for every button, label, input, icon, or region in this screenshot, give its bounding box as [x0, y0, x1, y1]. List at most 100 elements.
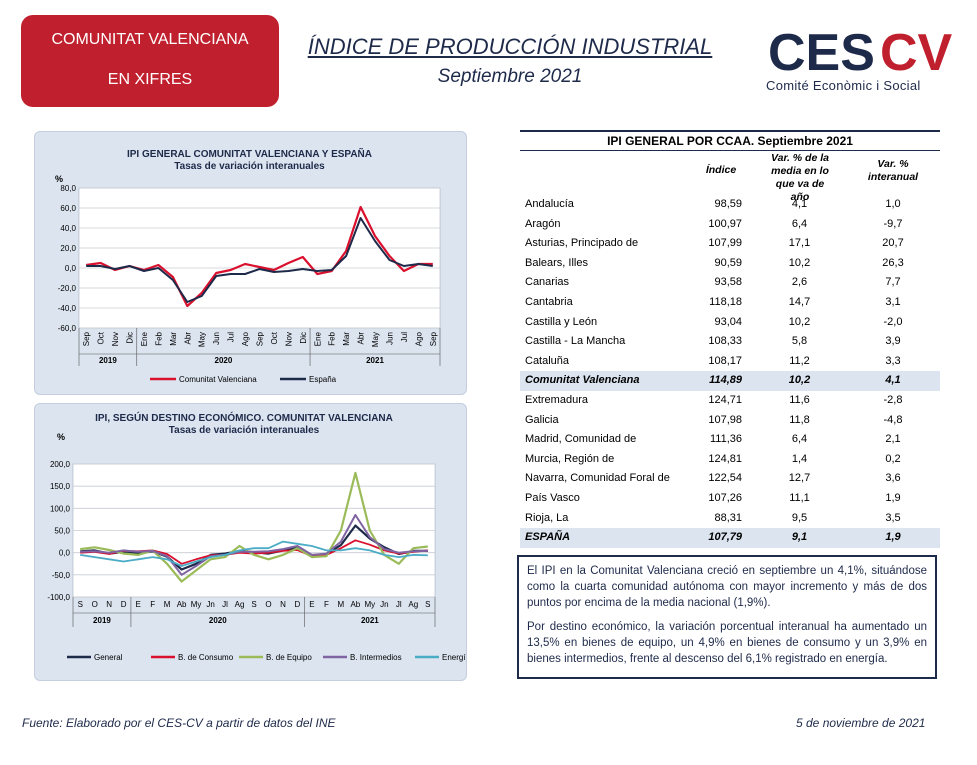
y-tick-label: -60,0 [58, 324, 77, 333]
table-row: Navarra, Comunidad Foral de 122,54 12,7 3,6 [520, 469, 940, 489]
indice-cell: 90,59 [714, 256, 742, 269]
ces-cv-logo: CES CV Comité Econòmic i Social [766, 24, 956, 104]
indice-cell: 88,31 [714, 511, 742, 524]
y-tick-label: 150,0 [50, 482, 71, 491]
region-cell: Canarias [525, 276, 570, 289]
indice-cell: 93,04 [714, 315, 742, 328]
indice-cell: 107,99 [708, 237, 742, 250]
x-tick-label: May [198, 332, 207, 347]
table-row: Castilla - La Mancha 108,33 5,8 3,9 [520, 332, 940, 352]
table-row: ESPAÑA 107,79 9,1 1,9 [520, 528, 940, 548]
year-label: 2021 [366, 356, 384, 365]
interanual-cell: 26,3 [882, 256, 904, 269]
x-tick-label: M [164, 600, 171, 609]
legend-label: General [94, 653, 123, 662]
interanual-cell: 3,1 [885, 296, 901, 308]
x-tick-label: Ab [177, 600, 187, 609]
region-cell: Balears, Illes [525, 256, 588, 269]
table-row: Rioja, La 88,31 9,5 3,5 [520, 509, 940, 529]
chart-subtitle: Tasas de variación interanuales [174, 161, 325, 172]
indice-cell: 107,26 [708, 492, 742, 504]
y-tick-label: -100,0 [47, 593, 70, 602]
col-header-indice: Índice [705, 164, 737, 176]
interanual-cell: 20,7 [882, 237, 904, 250]
x-tick-label: Jul [400, 332, 409, 342]
region-cell: Murcia, Región de [525, 452, 615, 465]
table-row: Comunitat Valenciana 114,89 10,2 4,1 [520, 371, 940, 391]
table-row: Cataluña 108,17 11,2 3,3 [520, 352, 940, 372]
media-cell: 9,5 [791, 511, 808, 524]
x-tick-label: F [324, 600, 329, 609]
media-cell: 6,4 [791, 433, 808, 446]
indice-cell: 108,33 [708, 335, 742, 348]
y-tick-label: -20,0 [58, 284, 77, 293]
indice-cell: 108,17 [708, 354, 742, 367]
legend-label: B. de Equipo [266, 653, 312, 662]
indice-cell: 124,81 [708, 452, 742, 465]
media-cell: 10,2 [788, 256, 811, 269]
x-tick-label: E [309, 600, 314, 609]
legend-label: España [309, 375, 337, 384]
legend-label: Energía [442, 653, 466, 662]
media-cell: 11,2 [789, 354, 810, 367]
region-badge: COMUNITAT VALENCIANA EN XIFRES [21, 15, 279, 107]
interanual-cell: 3,5 [885, 511, 901, 524]
chart-title: IPI GENERAL COMUNITAT VALENCIANA Y ESPAÑ… [127, 147, 372, 160]
interanual-cell: 3,9 [885, 335, 901, 348]
interanual-cell: 1,9 [885, 531, 901, 544]
indice-cell: 124,71 [708, 394, 742, 406]
media-cell: 6,4 [791, 217, 808, 230]
indice-cell: 122,54 [708, 472, 742, 485]
x-tick-label: N [280, 600, 286, 609]
media-cell: 5,8 [791, 335, 808, 348]
media-cell: 10,2 [788, 315, 811, 328]
media-cell: 11,1 [789, 492, 810, 504]
chart-panel-destino: IPI, SEGÚN DESTINO ECONÓMICO. COMUNITAT … [34, 403, 467, 681]
x-tick-label: F [150, 600, 155, 609]
x-tick-label: Oct [97, 331, 106, 344]
y-axis-label: % [57, 432, 65, 442]
logo-letters-red: CV [880, 24, 953, 76]
y-tick-label: 0,0 [65, 264, 77, 273]
region-cell: Asturias, Principado de [525, 237, 639, 250]
col-header-media: Var. % de la media en lo que va de año [771, 152, 829, 203]
chart-ipi-destino: IPI, SEGÚN DESTINO ECONÓMICO. COMUNITAT … [47, 411, 466, 662]
region-cell: Cantabria [525, 296, 573, 308]
media-cell: 10,2 [788, 374, 811, 387]
x-tick-label: Jl [222, 600, 228, 609]
x-tick-label: D [295, 600, 301, 609]
series-line-3 [80, 471, 428, 583]
table-row: Andalucía 98,59 4,1 1,0 [520, 195, 940, 215]
y-tick-label: 100,0 [50, 504, 71, 513]
x-tick-label: Dic [299, 332, 308, 344]
table-row: Castilla y León 93,04 10,2 -2,0 [520, 313, 940, 333]
chart-ipi-general: IPI GENERAL COMUNITAT VALENCIANA Y ESPAÑ… [55, 147, 441, 384]
table-row: Asturias, Principado de 107,99 17,1 20,7 [520, 234, 940, 254]
interanual-cell: 3,3 [885, 354, 901, 367]
x-tick-label: M [338, 600, 345, 609]
series-line-5 [80, 540, 428, 567]
interanual-cell: 3,6 [885, 472, 901, 485]
page-title: ÍNDICE DE PRODUCCIÓN INDUSTRIAL [307, 34, 713, 59]
interanual-cell: -4,8 [883, 413, 903, 426]
year-label: 2019 [93, 616, 111, 625]
region-cell: ESPAÑA [525, 531, 571, 544]
media-cell: 1,4 [791, 452, 808, 465]
year-label: 2019 [99, 356, 117, 365]
media-cell: 14,7 [788, 296, 811, 308]
x-tick-label: N [106, 600, 112, 609]
series-line-4 [80, 514, 428, 576]
x-tick-label: Jl [396, 600, 402, 609]
media-cell: 12,7 [788, 472, 811, 485]
interanual-cell: 1,0 [885, 198, 901, 210]
region-cell: Comunitat Valenciana [525, 374, 640, 387]
x-tick-label: Ago [414, 331, 423, 346]
x-tick-label: Feb [154, 331, 163, 345]
y-tick-label: -40,0 [58, 304, 77, 313]
region-cell: Castilla y León [525, 315, 598, 328]
x-tick-label: O [265, 600, 271, 609]
year-label: 2020 [215, 356, 233, 365]
indice-cell: 114,89 [709, 374, 742, 387]
indice-cell: 100,97 [708, 217, 742, 230]
col-header-interanual: Var. % interanual [867, 158, 919, 183]
